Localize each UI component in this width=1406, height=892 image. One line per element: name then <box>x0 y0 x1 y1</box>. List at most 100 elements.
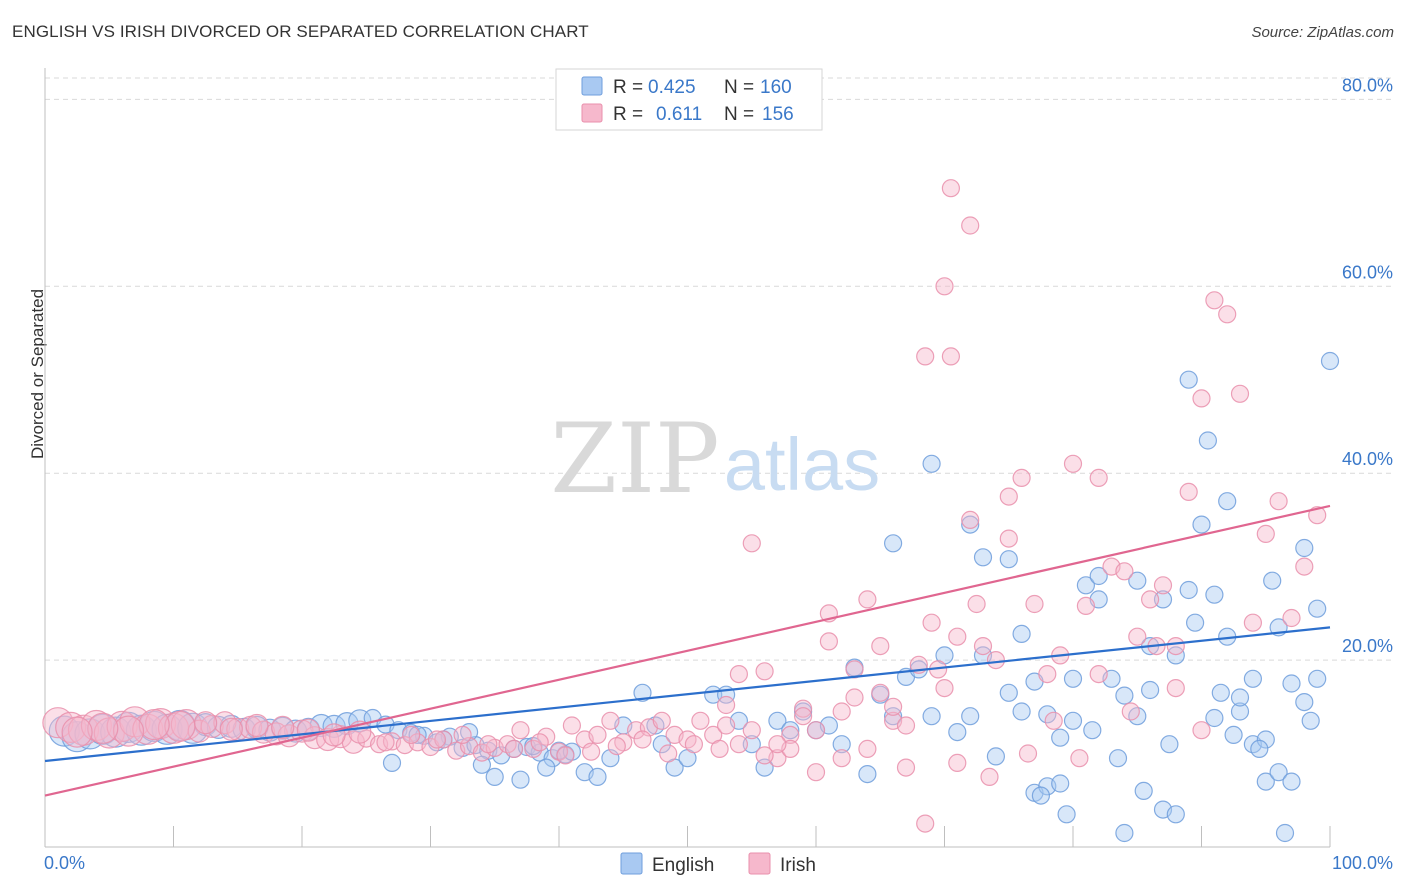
irish-point <box>1018 744 1038 763</box>
english-point <box>206 715 231 740</box>
watermark: ZIP atlas <box>550 403 880 515</box>
english-point <box>999 683 1018 702</box>
irish-point <box>973 636 993 656</box>
irish-point <box>916 814 935 833</box>
irish-trend-line <box>44 504 1331 797</box>
irish-point <box>200 714 224 739</box>
english-point <box>633 683 652 702</box>
english-point <box>1012 702 1031 721</box>
english-point <box>883 707 903 726</box>
english-point <box>1083 721 1102 740</box>
irish-point <box>588 725 607 745</box>
irish-point <box>652 711 671 730</box>
irish-point <box>806 721 826 740</box>
english-point <box>511 770 530 789</box>
english-point <box>1230 688 1250 707</box>
irish-point <box>1269 492 1288 511</box>
irish-point <box>1089 664 1108 684</box>
irish-point <box>729 735 749 754</box>
irish-point <box>980 767 999 787</box>
english-point <box>1134 781 1153 801</box>
english-point <box>1115 686 1134 705</box>
irish-point <box>871 683 890 702</box>
irish-point <box>871 636 890 656</box>
english-point <box>1115 823 1134 843</box>
english-point <box>652 735 671 754</box>
english-point <box>1295 692 1314 712</box>
irish-point <box>1282 608 1301 628</box>
irish-point <box>832 749 851 768</box>
irish-point <box>742 534 761 553</box>
irish-point <box>742 721 761 740</box>
english-point <box>1256 730 1275 749</box>
english-n-label: N = <box>724 77 754 98</box>
english-point <box>948 722 967 742</box>
irish-point <box>138 708 170 741</box>
legend-english-swatch <box>620 852 643 875</box>
chart-title: ENGLISH VS IRISH DIVORCED OR SEPARATED C… <box>12 22 589 41</box>
irish-point <box>858 739 877 759</box>
irish-point <box>61 716 93 748</box>
stats-legend: R = 0.425 N = 160 R = 0.611 N = 156 <box>555 68 823 131</box>
irish-point <box>530 733 549 752</box>
irish-point <box>716 716 736 735</box>
english-point <box>1153 590 1173 609</box>
english-point <box>1140 680 1160 700</box>
grid-lines <box>45 77 1392 661</box>
english-point <box>1218 492 1237 511</box>
english-point <box>1038 705 1057 724</box>
english-point <box>1166 805 1185 824</box>
english-point <box>1308 669 1327 688</box>
irish-point <box>883 697 903 716</box>
bottom-legend: English Irish <box>620 852 816 876</box>
irish-point <box>941 179 961 198</box>
y-tick-label: 60.0% <box>1342 262 1393 282</box>
english-point <box>1051 728 1070 747</box>
y-tick-label: 20.0% <box>1342 636 1393 656</box>
english-point <box>588 767 607 787</box>
irish-point <box>633 730 652 749</box>
irish-point <box>1256 524 1275 544</box>
english-point <box>1128 571 1147 590</box>
y-tick-label: 40.0% <box>1342 449 1393 469</box>
legend-irish-label: Irish <box>780 855 816 876</box>
irish-point <box>1218 305 1237 324</box>
irish-point <box>271 715 295 740</box>
english-point <box>1012 624 1031 644</box>
y-tick-label: 80.0% <box>1342 75 1393 95</box>
english-point <box>1063 711 1083 730</box>
watermark-atlas: atlas <box>724 423 880 506</box>
english-point <box>1179 370 1198 389</box>
irish-point <box>922 613 941 632</box>
irish-point <box>1076 596 1096 616</box>
irish-point <box>322 723 346 747</box>
english-point <box>1224 725 1243 745</box>
irish-point <box>896 716 916 735</box>
x-tick-labels: 0.0% 100.0% <box>44 853 1393 873</box>
english-point <box>768 711 787 730</box>
irish-point <box>1025 594 1044 614</box>
irish-point <box>961 510 980 530</box>
english-point <box>1230 702 1250 721</box>
irish-point <box>1179 482 1198 501</box>
english-point <box>1269 763 1288 782</box>
irish-point <box>1070 749 1089 768</box>
legend-irish-swatch <box>748 852 771 875</box>
english-point <box>1166 646 1185 665</box>
irish-point <box>781 725 800 745</box>
english-point <box>883 534 903 553</box>
english-point <box>1108 749 1128 768</box>
irish-point <box>194 711 218 735</box>
english-point <box>1051 774 1070 793</box>
english-point <box>1295 538 1314 558</box>
english-point <box>1179 580 1198 600</box>
english-point <box>973 548 993 567</box>
irish-point <box>858 590 877 609</box>
english-point <box>485 767 504 787</box>
irish-point <box>1205 291 1224 310</box>
irish-point <box>264 722 288 746</box>
english-n-value: 160 <box>760 77 792 98</box>
irish-r-value: 0.611 <box>656 104 702 125</box>
english-point <box>999 550 1018 569</box>
english-point <box>1057 805 1076 824</box>
